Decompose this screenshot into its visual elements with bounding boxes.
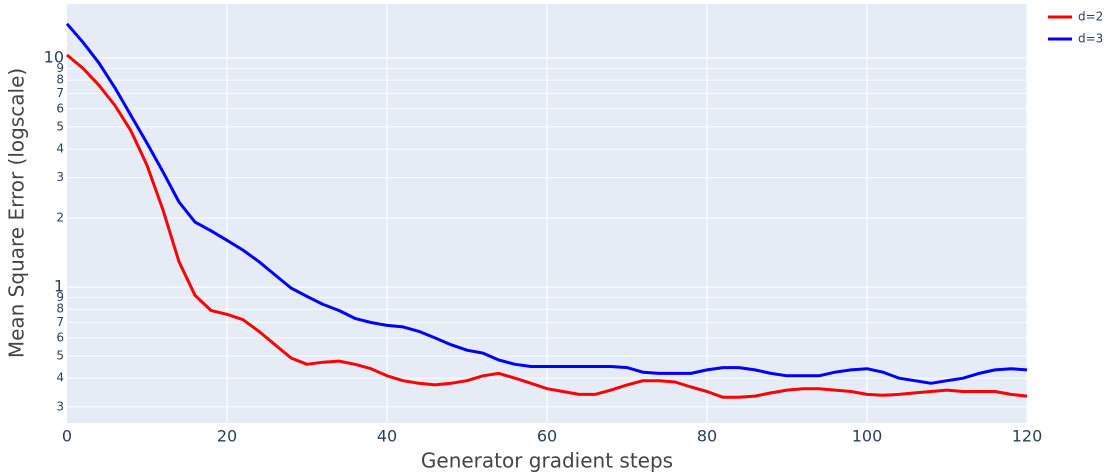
legend-label: d=2	[1078, 10, 1103, 24]
y-tick-label: 8	[56, 302, 64, 316]
y-axis-title: Mean Square Error (logscale)	[5, 68, 29, 358]
y-tick-label: 6	[56, 101, 64, 115]
x-tick-label: 80	[697, 427, 717, 446]
y-tick-label: 9	[56, 290, 64, 304]
x-tick-label: 120	[1012, 427, 1043, 446]
grid	[67, 4, 1028, 423]
y-tick-label: 1	[54, 277, 64, 296]
x-axis-title: Generator gradient steps	[421, 449, 673, 473]
y-tick-label: 2	[56, 211, 64, 225]
x-tick-label: 0	[62, 427, 72, 446]
y-tick-label: 5	[56, 349, 64, 363]
y-tick-label: 6	[56, 330, 64, 344]
y-tick-label: 4	[56, 371, 64, 385]
data-line	[66, 53, 1028, 399]
x-tick-label: 40	[377, 427, 397, 446]
y-tick-label: 4	[56, 142, 64, 156]
legend-label: d=3	[1078, 32, 1103, 46]
y-tick-label: 3	[56, 170, 64, 184]
y-tick-label: 7	[56, 86, 64, 100]
x-tick-label: 100	[852, 427, 883, 446]
y-tick-label: 8	[56, 73, 64, 87]
lines	[65, 22, 1028, 399]
x-tick-label: 60	[537, 427, 557, 446]
y-tick-label: 10	[44, 47, 64, 66]
y-tick-label: 5	[56, 119, 64, 133]
x-tick-label: 20	[217, 427, 237, 446]
data-line	[65, 22, 1028, 385]
y-tick-label: 9	[56, 61, 64, 75]
y-tick-label: 7	[56, 315, 64, 329]
y-tick-label: 3	[56, 399, 64, 413]
